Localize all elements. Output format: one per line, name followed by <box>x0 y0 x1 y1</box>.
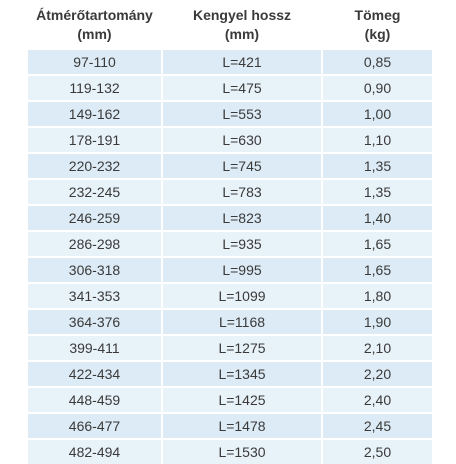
header-bracket-length-title: Kengyel hossz <box>192 7 292 23</box>
table-row: 482-494 L=1530 2,50 <box>28 438 432 464</box>
cell-diameter-range: 178-191 <box>28 126 162 153</box>
header-bracket-length: Kengyel hossz (mm) <box>161 3 322 49</box>
header-mass: Tömeg (kg) <box>321 3 432 49</box>
cell-diameter-range: 306-318 <box>28 256 162 283</box>
cell-diameter-range: 466-477 <box>28 412 162 439</box>
spec-table-container: Átmérőtartomány (mm) Kengyel hossz (mm) … <box>28 3 432 464</box>
cell-bracket-length: L=1168 <box>161 308 322 335</box>
cell-mass: 2,50 <box>321 438 432 464</box>
header-mass-unit: (kg) <box>364 26 391 42</box>
table-row: 97-110 L=421 0,85 <box>28 48 432 75</box>
table-row: 220-232 L=745 1,35 <box>28 152 432 179</box>
cell-diameter-range: 286-298 <box>28 230 162 257</box>
table-row: 306-318 L=995 1,65 <box>28 256 432 283</box>
cell-mass: 2,45 <box>321 412 432 439</box>
cell-bracket-length: L=935 <box>161 230 322 257</box>
cell-mass: 1,80 <box>321 282 432 309</box>
cell-diameter-range: 119-132 <box>28 74 162 101</box>
table-row: 364-376 L=1168 1,90 <box>28 308 432 335</box>
cell-bracket-length: L=553 <box>161 100 322 127</box>
cell-mass: 1,10 <box>321 126 432 153</box>
cell-diameter-range: 246-259 <box>28 204 162 231</box>
cell-bracket-length: L=1530 <box>161 438 322 464</box>
cell-bracket-length: L=745 <box>161 152 322 179</box>
table-row: 178-191 L=630 1,10 <box>28 126 432 153</box>
table-row: 149-162 L=553 1,00 <box>28 100 432 127</box>
cell-bracket-length: L=1275 <box>161 334 322 361</box>
table-header: Átmérőtartomány (mm) Kengyel hossz (mm) … <box>28 3 432 49</box>
table-row: 286-298 L=935 1,65 <box>28 230 432 257</box>
cell-bracket-length: L=1478 <box>161 412 322 439</box>
cell-bracket-length: L=475 <box>161 74 322 101</box>
table-row: 448-459 L=1425 2,40 <box>28 386 432 413</box>
cell-bracket-length: L=823 <box>161 204 322 231</box>
cell-mass: 2,40 <box>321 386 432 413</box>
table-row: 232-245 L=783 1,35 <box>28 178 432 205</box>
cell-diameter-range: 364-376 <box>28 308 162 335</box>
cell-mass: 1,65 <box>321 256 432 283</box>
table-row: 466-477 L=1478 2,45 <box>28 412 432 439</box>
header-diameter-range-title: Átmérőtartomány <box>36 7 153 23</box>
cell-diameter-range: 149-162 <box>28 100 162 127</box>
table-row: 119-132 L=475 0,90 <box>28 74 432 101</box>
cell-mass: 1,35 <box>321 178 432 205</box>
table-row: 246-259 L=823 1,40 <box>28 204 432 231</box>
header-bracket-length-unit: (mm) <box>224 26 260 42</box>
cell-diameter-range: 341-353 <box>28 282 162 309</box>
cell-diameter-range: 399-411 <box>28 334 162 361</box>
cell-mass: 1,00 <box>321 100 432 127</box>
table-body: 97-110 L=421 0,85 119-132 L=475 0,90 149… <box>28 48 432 464</box>
cell-mass: 0,90 <box>321 74 432 101</box>
cell-mass: 1,90 <box>321 308 432 335</box>
table-row: 399-411 L=1275 2,10 <box>28 334 432 361</box>
cell-mass: 1,35 <box>321 152 432 179</box>
cell-diameter-range: 482-494 <box>28 438 162 464</box>
cell-bracket-length: L=1425 <box>161 386 322 413</box>
cell-bracket-length: L=1099 <box>161 282 322 309</box>
table-row: 422-434 L=1345 2,20 <box>28 360 432 387</box>
cell-diameter-range: 422-434 <box>28 360 162 387</box>
cell-mass: 1,40 <box>321 204 432 231</box>
cell-mass: 2,20 <box>321 360 432 387</box>
cell-bracket-length: L=630 <box>161 126 322 153</box>
cell-diameter-range: 448-459 <box>28 386 162 413</box>
spec-table: Átmérőtartomány (mm) Kengyel hossz (mm) … <box>28 3 432 464</box>
cell-mass: 2,10 <box>321 334 432 361</box>
cell-bracket-length: L=783 <box>161 178 322 205</box>
cell-diameter-range: 220-232 <box>28 152 162 179</box>
cell-diameter-range: 232-245 <box>28 178 162 205</box>
header-diameter-range: Átmérőtartomány (mm) <box>28 3 162 49</box>
header-row: Átmérőtartomány (mm) Kengyel hossz (mm) … <box>28 3 432 49</box>
header-diameter-range-unit: (mm) <box>77 26 112 42</box>
cell-bracket-length: L=995 <box>161 256 322 283</box>
cell-bracket-length: L=421 <box>161 48 322 75</box>
cell-bracket-length: L=1345 <box>161 360 322 387</box>
cell-mass: 0,85 <box>321 48 432 75</box>
cell-diameter-range: 97-110 <box>28 48 162 75</box>
table-row: 341-353 L=1099 1,80 <box>28 282 432 309</box>
header-mass-title: Tömeg <box>354 7 401 23</box>
cell-mass: 1,65 <box>321 230 432 257</box>
